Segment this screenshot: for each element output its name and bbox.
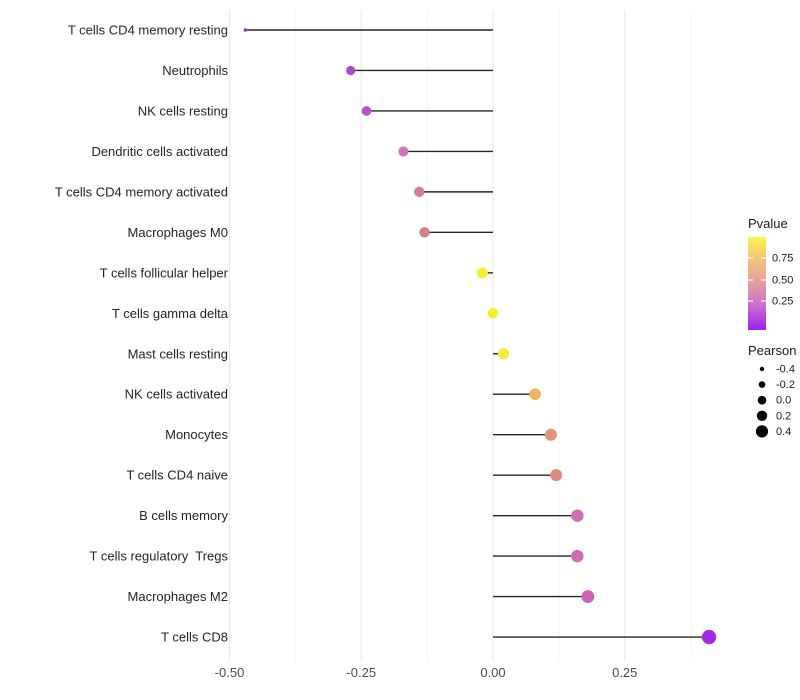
- lollipop-dot: [701, 629, 717, 645]
- pearson-legend-title: Pearson: [748, 343, 796, 358]
- category-label: B cells memory: [139, 508, 228, 523]
- lollipop-dot: [361, 106, 372, 116]
- pvalue-tick-label: 0.25: [772, 296, 793, 308]
- lollipop-dot: [487, 307, 499, 319]
- category-label: T cells CD4 naive: [126, 468, 228, 483]
- lollipop-dot: [414, 186, 425, 198]
- pvalue-tick-label: 0.50: [772, 275, 793, 287]
- lollipop-dot: [529, 388, 541, 401]
- x-tick-label: 0.00: [480, 665, 505, 680]
- pvalue-tick-label: 0.75: [772, 253, 793, 265]
- lollipop-dot: [497, 348, 510, 360]
- x-tick-label: 0.25: [612, 665, 637, 680]
- x-tick-label: -0.25: [346, 665, 376, 680]
- pearson-size-dot: [755, 425, 769, 438]
- lollipop-dot: [419, 227, 430, 238]
- lollipop-dot: [243, 28, 248, 32]
- category-label: NK cells activated: [125, 387, 228, 402]
- lollipop-dot: [476, 267, 488, 279]
- pvalue-legend-title: Pvalue: [748, 216, 788, 231]
- pearson-size-dot: [758, 381, 766, 388]
- category-label: Dendritic cells activated: [91, 144, 228, 159]
- lollipop-dot: [550, 469, 563, 482]
- pvalue-colorbar: [748, 237, 766, 330]
- pearson-size-label: 0.0: [776, 395, 791, 407]
- x-tick-label: -0.50: [215, 665, 245, 680]
- lollipop-dot: [346, 65, 356, 76]
- lollipop-dot: [544, 428, 557, 441]
- pearson-size-dot: [756, 410, 768, 421]
- lollipop-dot: [571, 549, 584, 563]
- pearson-size-label: -0.2: [776, 379, 795, 391]
- category-label: Macrophages M2: [128, 589, 228, 604]
- pearson-size-label: 0.4: [776, 426, 791, 438]
- category-label: T cells CD4 memory resting: [68, 23, 228, 38]
- category-label: T cells CD4 memory activated: [55, 184, 228, 199]
- category-label: NK cells resting: [138, 103, 228, 118]
- lollipop-dot: [581, 590, 595, 603]
- pearson-size-dot: [757, 395, 767, 405]
- pearson-size-label: -0.4: [776, 364, 795, 376]
- lollipop-dot: [398, 146, 409, 157]
- category-label: T cells CD8: [161, 630, 228, 645]
- category-label: Macrophages M0: [128, 225, 228, 240]
- category-label: Monocytes: [165, 427, 228, 442]
- category-label: T cells regulatory Tregs: [90, 549, 229, 564]
- category-label: T cells gamma delta: [112, 306, 229, 321]
- category-label: Mast cells resting: [128, 346, 228, 361]
- category-label: T cells follicular helper: [100, 265, 229, 280]
- pearson-size-dot: [759, 366, 765, 372]
- pearson-size-label: 0.2: [776, 410, 791, 422]
- category-label: Neutrophils: [162, 63, 228, 78]
- lollipop-dot: [571, 509, 584, 522]
